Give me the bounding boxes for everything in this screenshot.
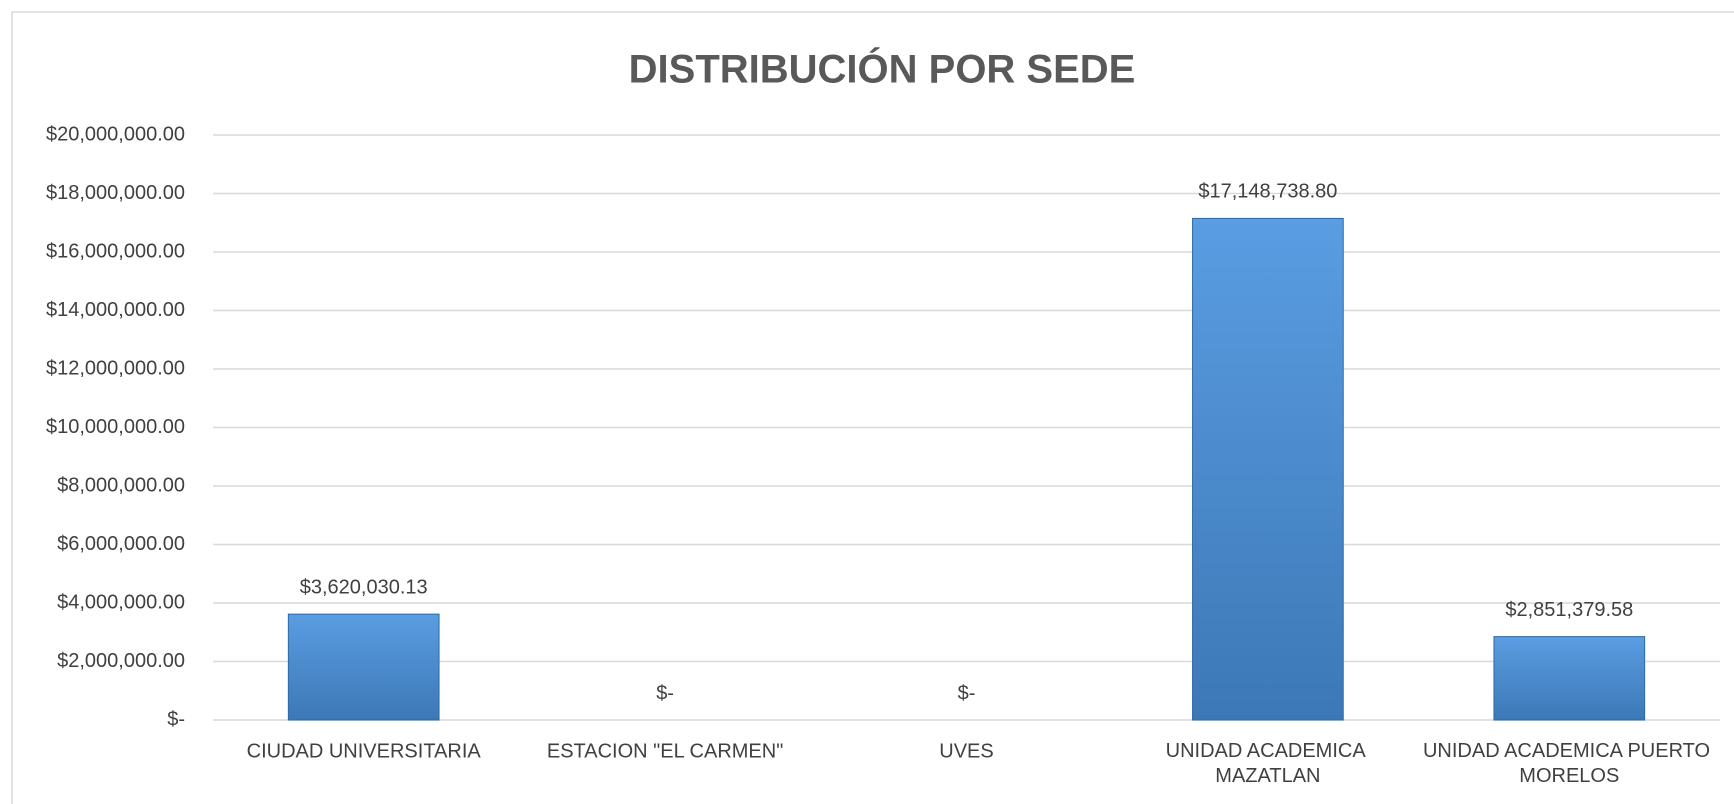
chart-title: DISTRIBUCIÓN POR SEDE bbox=[629, 46, 1136, 92]
y-tick-label: $14,000,000.00 bbox=[46, 299, 185, 321]
y-tick-label: $18,000,000.00 bbox=[46, 182, 185, 204]
data-label: $- bbox=[656, 682, 674, 704]
data-label: $- bbox=[958, 682, 976, 704]
y-tick-label: $8,000,000.00 bbox=[57, 474, 185, 496]
y-tick-label: $10,000,000.00 bbox=[46, 416, 185, 438]
x-tick-label: CIUDAD UNIVERSITARIA bbox=[247, 740, 482, 762]
bar bbox=[1192, 217, 1344, 721]
y-tick-label: $12,000,000.00 bbox=[46, 357, 185, 379]
data-label: $2,851,379.58 bbox=[1505, 599, 1633, 621]
y-tick-label: $2,000,000.00 bbox=[57, 650, 185, 672]
y-tick-label: $- bbox=[167, 708, 185, 730]
x-tick-label: UNIDAD ACADEMICA PUERTO MORELOS bbox=[1423, 740, 1716, 787]
x-tick-label: UNIDAD ACADEMICA MAZATLAN bbox=[1166, 740, 1370, 787]
bar bbox=[287, 613, 440, 721]
y-tick-label: $16,000,000.00 bbox=[46, 240, 185, 262]
y-tick-label: $20,000,000.00 bbox=[46, 123, 185, 145]
y-tick-label: $6,000,000.00 bbox=[57, 533, 185, 555]
y-tick-label: $4,000,000.00 bbox=[57, 591, 185, 613]
bar bbox=[1493, 636, 1646, 721]
data-label: $3,620,030.13 bbox=[300, 576, 428, 598]
x-tick-label: UVES bbox=[939, 740, 993, 762]
chart-frame bbox=[11, 11, 1734, 804]
data-label: $17,148,738.80 bbox=[1198, 181, 1337, 203]
x-tick-label: ESTACION "EL CARMEN" bbox=[547, 740, 783, 762]
